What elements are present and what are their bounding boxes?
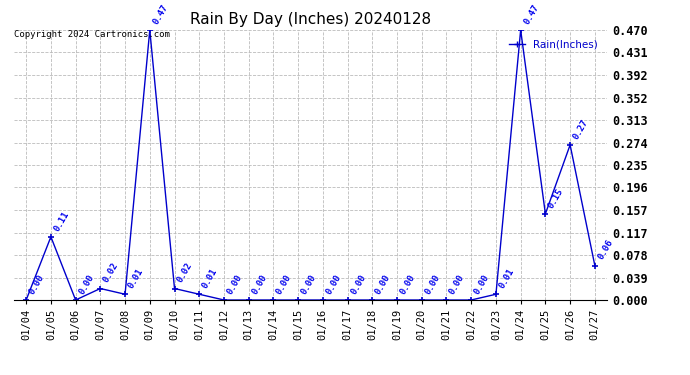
Text: 0.27: 0.27 bbox=[571, 118, 590, 141]
Text: 0.02: 0.02 bbox=[176, 261, 195, 284]
Text: 0.00: 0.00 bbox=[374, 273, 392, 296]
Text: 0.00: 0.00 bbox=[275, 273, 293, 296]
Text: 0.47: 0.47 bbox=[522, 3, 540, 26]
Text: 0.00: 0.00 bbox=[473, 273, 491, 296]
Text: 0.11: 0.11 bbox=[52, 210, 71, 232]
Text: 0.47: 0.47 bbox=[151, 3, 170, 26]
Text: 0.00: 0.00 bbox=[226, 273, 244, 296]
Text: 0.00: 0.00 bbox=[423, 273, 442, 296]
Text: 0.00: 0.00 bbox=[299, 273, 318, 296]
Text: 0.01: 0.01 bbox=[497, 267, 516, 290]
Text: 0.01: 0.01 bbox=[126, 267, 145, 290]
Title: Rain By Day (Inches) 20240128: Rain By Day (Inches) 20240128 bbox=[190, 12, 431, 27]
Text: 0.01: 0.01 bbox=[201, 267, 219, 290]
Text: 0.00: 0.00 bbox=[250, 273, 268, 296]
Text: 0.00: 0.00 bbox=[448, 273, 466, 296]
Text: 0.00: 0.00 bbox=[398, 273, 417, 296]
Legend: Rain(Inches): Rain(Inches) bbox=[505, 35, 602, 54]
Text: Copyright 2024 Cartronics.com: Copyright 2024 Cartronics.com bbox=[14, 30, 170, 39]
Text: 0.02: 0.02 bbox=[101, 261, 120, 284]
Text: 0.15: 0.15 bbox=[546, 186, 565, 210]
Text: 0.00: 0.00 bbox=[349, 273, 368, 296]
Text: 0.00: 0.00 bbox=[324, 273, 343, 296]
Text: 0.06: 0.06 bbox=[596, 238, 615, 261]
Text: 0.00: 0.00 bbox=[28, 273, 46, 296]
Text: 0.00: 0.00 bbox=[77, 273, 95, 296]
